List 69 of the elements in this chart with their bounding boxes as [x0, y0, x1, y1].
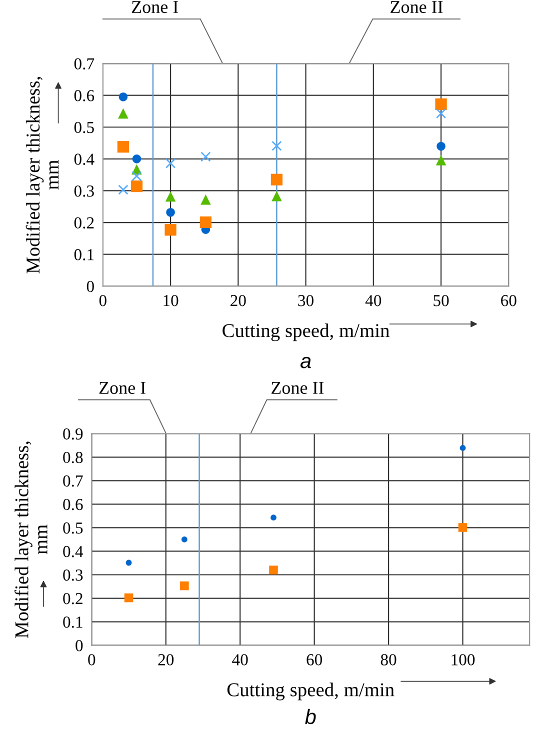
- x-tick-label: 60: [501, 294, 516, 306]
- point: [272, 190, 282, 202]
- point: [166, 208, 175, 217]
- point: [436, 108, 446, 119]
- y-tick-label: 0.6: [63, 498, 83, 510]
- text: Zone I: [99, 382, 146, 394]
- point: [436, 155, 446, 166]
- x-tick-label: 40: [232, 654, 248, 666]
- y-tick-label: 0.7: [63, 475, 83, 487]
- point: [118, 184, 128, 195]
- point: [118, 108, 128, 119]
- point: [126, 560, 132, 566]
- x-tick-label: 10: [164, 294, 178, 306]
- y-tick-label: 0: [86, 280, 94, 292]
- point: [270, 514, 276, 521]
- x-axis-title: Cutting speed, m/min: [227, 682, 394, 700]
- y-tick-label: 0.5: [63, 522, 83, 534]
- point: [460, 445, 466, 451]
- x-tick-label: 80: [380, 654, 396, 666]
- point: [132, 171, 142, 182]
- y-tick-label: 0.2: [74, 217, 94, 229]
- point: [180, 581, 189, 590]
- point: [200, 216, 212, 228]
- point: [436, 142, 446, 151]
- point: [200, 152, 211, 162]
- point: [132, 154, 142, 164]
- point: [164, 224, 176, 236]
- point: [270, 174, 283, 186]
- point: [117, 141, 130, 153]
- y-tick-label: 0.7: [74, 58, 94, 70]
- text: b: [305, 708, 316, 724]
- text: Zone II: [272, 382, 324, 394]
- y-tick-label: 0.1: [63, 616, 82, 628]
- y-tick-label: 0.3: [63, 569, 83, 581]
- y-tick-label: 0.4: [63, 546, 84, 558]
- x-axis-title: Cutting speed, m/min: [222, 323, 390, 342]
- x-tick-label: 40: [365, 294, 382, 306]
- x-tick-label: 0: [99, 294, 106, 306]
- x-tick-label: 60: [306, 654, 322, 666]
- y-tick-label: 0.2: [63, 592, 82, 604]
- y-axis-title: Modified layer thickness, mm: [14, 442, 48, 638]
- point: [435, 98, 447, 110]
- x-tick-label: 20: [230, 294, 246, 306]
- text: Zone I: [132, 1, 178, 14]
- y-tick-label: 0.6: [74, 90, 94, 102]
- point: [269, 566, 278, 574]
- x-tick-label: 100: [452, 654, 475, 666]
- point: [272, 140, 282, 151]
- point: [181, 536, 188, 542]
- y-tick-label: 0.3: [74, 185, 94, 197]
- point: [458, 523, 468, 532]
- text: Zone II: [390, 1, 443, 14]
- x-tick-label: 30: [298, 294, 314, 306]
- point: [124, 593, 134, 602]
- x-tick-label: 20: [158, 654, 174, 666]
- y-tick-label: 0.9: [63, 428, 83, 440]
- text: a: [300, 356, 311, 368]
- y-tick-label: 0.5: [74, 122, 94, 134]
- point: [118, 92, 128, 102]
- point: [130, 180, 143, 192]
- y-axis-title: Modified layer thickness, mm: [26, 76, 58, 274]
- y-tick-label: 0: [76, 640, 83, 652]
- y-tick-label: 0.8: [63, 452, 83, 464]
- point: [200, 194, 211, 205]
- y-tick-label: 0.1: [74, 249, 94, 260]
- point: [165, 158, 176, 168]
- x-tick-label: 50: [434, 294, 449, 306]
- y-tick-label: 0.4: [74, 154, 94, 165]
- point: [165, 191, 176, 202]
